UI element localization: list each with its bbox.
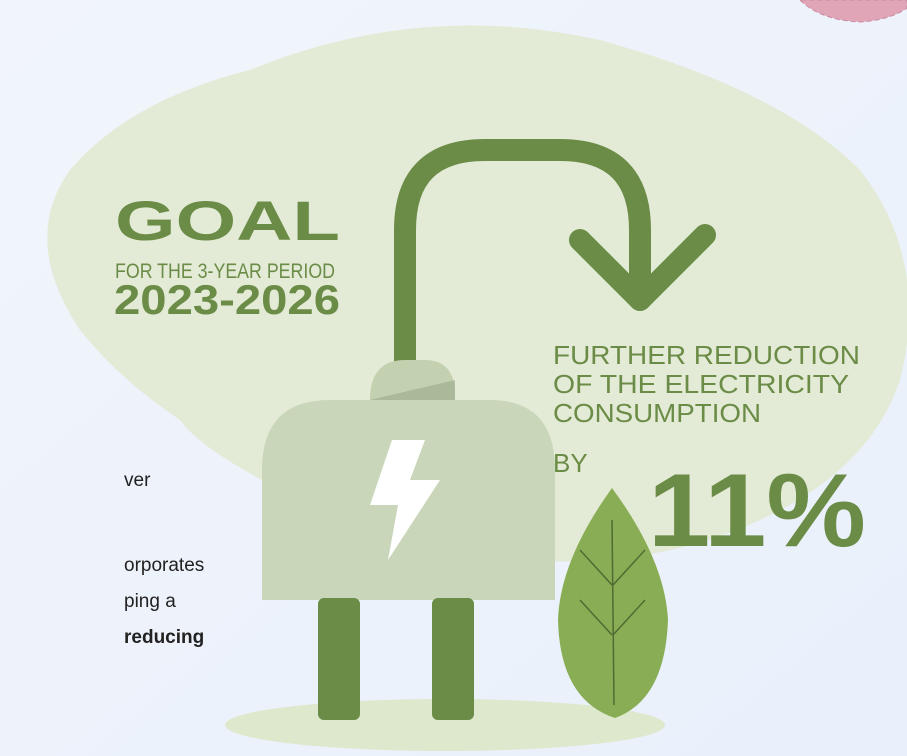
goal-period: 2023-2026 (114, 276, 340, 323)
leaf-veins (579, 519, 646, 706)
target-by: BY (553, 448, 588, 478)
body-text: ver (124, 470, 151, 491)
plug-prong (318, 598, 360, 720)
corner-shape (799, 0, 907, 23)
body-text: reducing (124, 627, 204, 648)
target-line: CONSUMPTION (553, 398, 761, 428)
blob (47, 25, 907, 562)
plug-prong (432, 598, 474, 720)
target-line: OF THE ELECTRICITY (553, 369, 849, 399)
target-value: 11% (648, 453, 866, 569)
body-text: orporates (124, 555, 204, 576)
target-line: FURTHER REDUCTION (553, 340, 860, 370)
plug-cap-shade (370, 380, 455, 405)
arrow-head (569, 224, 716, 311)
body-text: ping a (124, 591, 176, 612)
cable (394, 139, 651, 391)
lightning-icon (370, 440, 440, 560)
goal-title: GOAL (115, 189, 340, 252)
goal-subtitle: FOR THE 3-YEAR PERIOD (115, 260, 335, 283)
